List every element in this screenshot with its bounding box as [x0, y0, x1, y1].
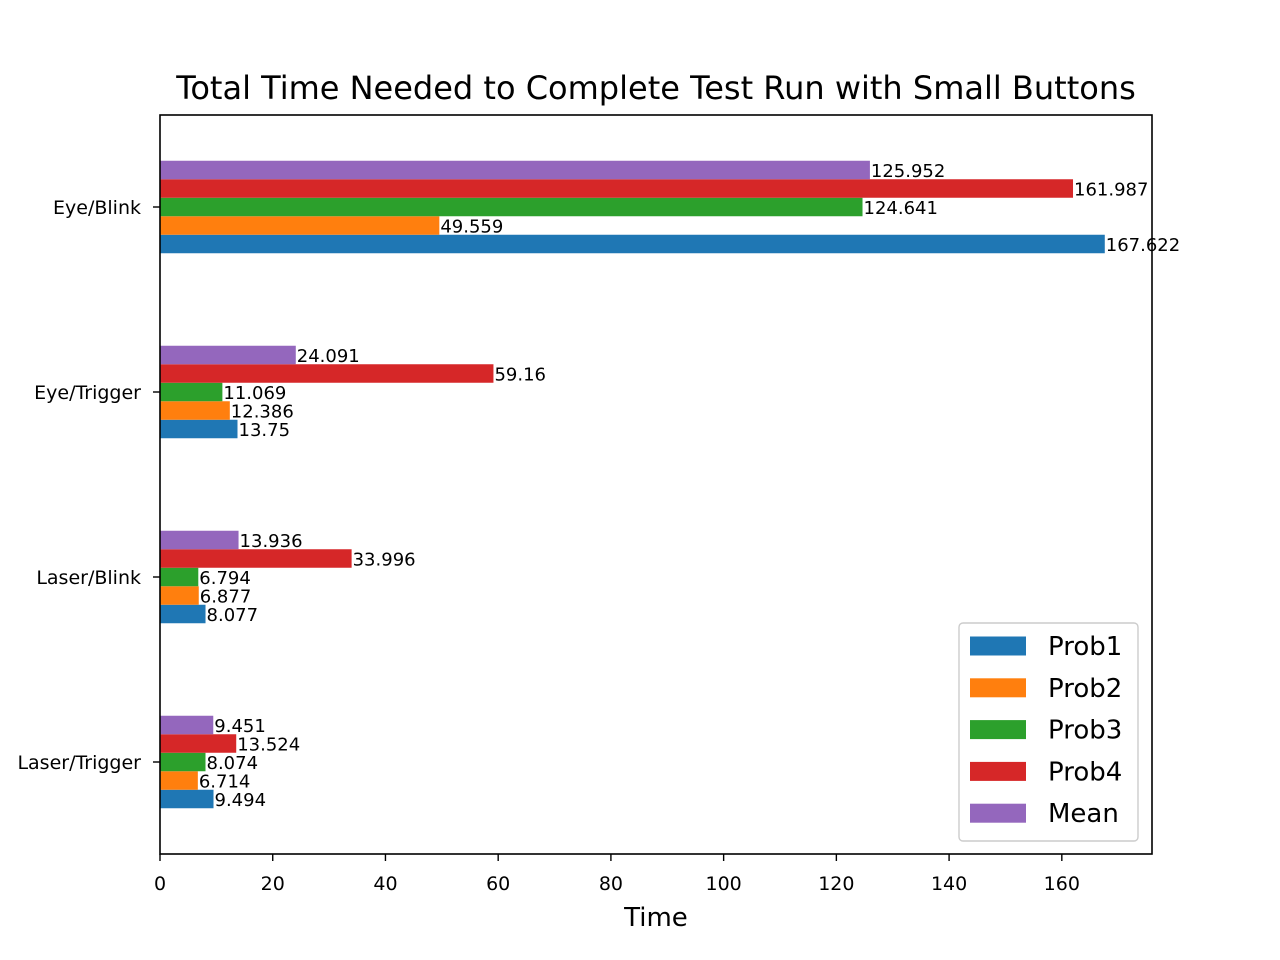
bar-prob3-eye-trigger [160, 382, 223, 402]
legend-label-prob1: Prob1 [1048, 632, 1122, 662]
legend-swatch-prob3 [970, 720, 1026, 740]
bar-prob3-laser-trigger [160, 752, 206, 772]
bar-value-label: 13.524 [237, 735, 300, 756]
legend-swatch-prob1 [970, 636, 1026, 656]
bar-prob2-laser-blink [160, 586, 199, 605]
bar-mean-eye-trigger [160, 345, 296, 365]
legend-label-mean: Mean [1048, 799, 1119, 829]
legend-swatch-prob2 [970, 678, 1026, 698]
bar-value-label: 12.386 [231, 402, 294, 423]
bar-value-label: 125.952 [871, 161, 945, 182]
bar-value-label: 9.451 [214, 716, 266, 737]
bar-value-label: 49.559 [440, 217, 503, 238]
x-tick-label: 160 [1044, 873, 1080, 895]
bar-value-label: 124.641 [864, 198, 938, 219]
bar-value-label: 9.494 [215, 790, 267, 811]
legend-swatch-prob4 [970, 761, 1026, 781]
x-tick-label: 120 [818, 873, 854, 895]
bar-prob3-eye-blink [160, 197, 863, 217]
bar-prob1-laser-blink [160, 604, 206, 624]
bar-value-label: 13.936 [240, 531, 303, 552]
y-tick-label: Laser/Trigger [17, 752, 141, 774]
bar-value-label: 33.996 [353, 550, 416, 571]
x-tick-label: 140 [931, 873, 967, 895]
bar-prob1-eye-trigger [160, 419, 238, 439]
x-tick-label: 40 [373, 873, 397, 895]
x-tick-label: 0 [154, 873, 166, 895]
bar-value-label: 11.069 [223, 383, 286, 404]
legend-label-prob2: Prob2 [1048, 674, 1122, 704]
bar-prob2-eye-trigger [160, 401, 230, 420]
bar-value-label: 8.077 [207, 605, 259, 626]
bar-mean-laser-trigger [160, 715, 214, 735]
legend-label-prob4: Prob4 [1048, 757, 1122, 787]
y-tick-label: Laser/Blink [36, 567, 141, 589]
bar-value-label: 59.16 [494, 365, 546, 386]
bar-mean-eye-blink [160, 160, 870, 180]
bar-value-label: 13.75 [239, 420, 291, 441]
bar-value-label: 24.091 [297, 346, 360, 367]
bar-prob4-eye-blink [160, 179, 1074, 198]
legend-label-prob3: Prob3 [1048, 716, 1122, 746]
bar-value-label: 167.622 [1106, 235, 1180, 256]
bar-prob4-eye-trigger [160, 364, 494, 383]
bar-value-label: 6.794 [199, 568, 251, 589]
legend-swatch-mean [970, 803, 1026, 823]
bar-value-label: 8.074 [207, 753, 259, 774]
x-axis-label: Time [623, 903, 688, 933]
bar-mean-laser-blink [160, 530, 239, 550]
bar-value-label: 161.987 [1074, 180, 1148, 201]
plot-frame [159, 114, 1153, 855]
bar-prob1-eye-blink [160, 234, 1105, 254]
bar-prob2-eye-blink [160, 216, 440, 235]
bar-value-label: 6.877 [200, 587, 252, 608]
x-tick-label: 80 [599, 873, 623, 895]
bar-value-label: 6.714 [199, 772, 251, 793]
bar-prob1-laser-trigger [160, 789, 214, 809]
x-tick-label: 100 [706, 873, 742, 895]
y-tick-label: Eye/Blink [53, 197, 141, 219]
chart-title: Total Time Needed to Complete Test Run w… [175, 69, 1136, 107]
y-tick-label: Eye/Trigger [34, 382, 141, 404]
legend-box [958, 622, 1139, 842]
bar-prob3-laser-blink [160, 567, 199, 587]
x-tick-label: 60 [486, 873, 510, 895]
bar-prob2-laser-trigger [160, 771, 198, 790]
bar-prob4-laser-blink [160, 549, 352, 568]
x-tick-label: 20 [261, 873, 285, 895]
bar-prob4-laser-trigger [160, 734, 237, 753]
